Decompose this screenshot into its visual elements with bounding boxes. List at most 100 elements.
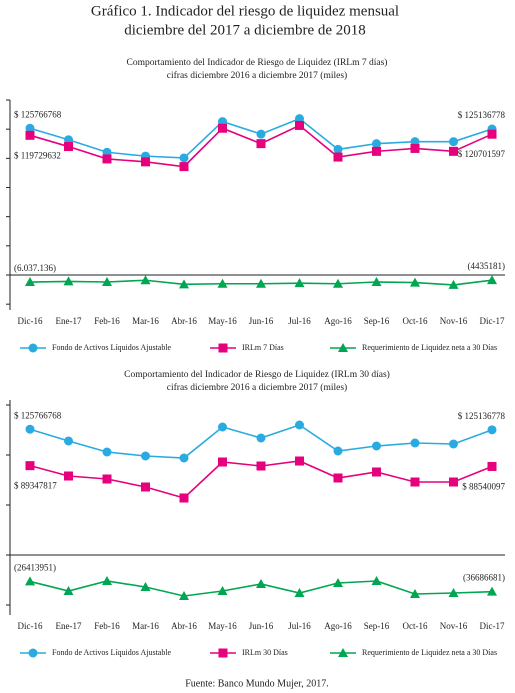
marker (217, 278, 228, 288)
marker (25, 424, 35, 434)
marker (333, 578, 343, 587)
marker (371, 576, 382, 585)
marker (141, 482, 150, 492)
marker (333, 152, 343, 162)
marker (64, 135, 73, 145)
x-tick-label: Feb-16 (94, 316, 120, 326)
value-label: $ 125766768 (14, 109, 62, 119)
legend-marker (28, 343, 38, 353)
x-tick-label: Dic-17 (480, 316, 505, 326)
legend-label: Fondo de Activos Líquidos Ajustable (52, 343, 172, 352)
x-tick-label: Nov-16 (440, 316, 468, 326)
marker (487, 461, 497, 471)
legend-label: Requerimiento de Liquidez neta a 30 Días (362, 648, 497, 657)
value-label: $ 88540097 (462, 482, 505, 492)
x-tick-label: Ene-17 (56, 316, 82, 326)
marker (25, 123, 35, 133)
marker (25, 277, 35, 287)
value-label: (6.037.136) (14, 263, 56, 273)
x-tick-label: Dic-16 (18, 316, 43, 326)
marker (256, 461, 266, 471)
marker (25, 130, 35, 140)
main-title: Gráfico 1. Indicador del riesgo de liqui… (91, 3, 399, 19)
marker (294, 588, 305, 597)
marker (102, 154, 112, 164)
marker (179, 162, 189, 172)
marker (372, 467, 381, 477)
marker (410, 589, 420, 598)
x-tick-label: Abr-16 (171, 316, 197, 326)
marker (140, 582, 151, 591)
legend-label: IRLm 30 Días (242, 648, 288, 657)
marker (295, 420, 304, 430)
marker (410, 277, 420, 287)
chart-title: Comportamiento del Indicador de Riesgo d… (127, 57, 388, 68)
marker (410, 143, 420, 153)
legend-marker (28, 648, 38, 658)
value-label: (4435181) (468, 261, 506, 271)
marker (487, 275, 497, 285)
x-tick-label: Sep-16 (364, 316, 390, 326)
legend-label: Requerimiento de Liquidez neta a 30 Días (362, 343, 497, 352)
x-tick-label: May-16 (208, 621, 237, 631)
x-tick-label: Oct-16 (403, 316, 428, 326)
value-label: $ 125136778 (458, 411, 506, 421)
marker (256, 139, 266, 149)
value-label: $ 120701597 (458, 149, 506, 159)
marker (256, 579, 266, 588)
marker (449, 146, 458, 156)
marker (64, 471, 73, 481)
x-tick-label: Jun-16 (249, 316, 274, 326)
marker (371, 277, 382, 286)
marker (25, 576, 35, 586)
marker (102, 576, 112, 585)
marker (295, 456, 304, 466)
marker (217, 586, 228, 595)
x-tick-label: Sep-16 (364, 621, 390, 631)
marker (218, 123, 227, 133)
marker (410, 137, 420, 147)
x-tick-label: Mar-16 (132, 316, 159, 326)
marker (333, 446, 343, 456)
value-label: $ 125136778 (458, 110, 506, 120)
marker (372, 139, 381, 149)
marker (63, 586, 74, 595)
chart-title: Comportamiento del Indicador de Riesgo d… (124, 369, 390, 380)
marker (179, 453, 189, 463)
x-tick-label: Oct-16 (403, 621, 428, 631)
marker (102, 277, 112, 286)
marker (179, 591, 189, 600)
marker (448, 279, 459, 289)
marker (449, 477, 458, 487)
marker (333, 144, 343, 154)
marker (218, 422, 227, 432)
marker (179, 153, 189, 163)
marker (487, 586, 497, 596)
marker (64, 142, 73, 152)
main-title: diciembre del 2017 a diciembre de 2018 (124, 22, 366, 38)
marker (410, 438, 420, 448)
marker (64, 436, 73, 446)
marker (295, 114, 304, 124)
x-tick-label: Jul-16 (288, 621, 311, 631)
marker (487, 425, 497, 435)
x-tick-label: Mar-16 (132, 621, 159, 631)
marker (102, 447, 112, 457)
x-tick-label: Feb-16 (94, 621, 120, 631)
marker (372, 146, 381, 156)
marker (333, 278, 343, 288)
value-label: (26413951) (14, 562, 56, 572)
marker (449, 439, 458, 449)
marker (140, 275, 151, 285)
x-tick-label: Jul-16 (288, 316, 311, 326)
x-tick-label: Ago-16 (324, 621, 352, 631)
marker (410, 477, 420, 487)
x-tick-label: Abr-16 (171, 621, 197, 631)
x-tick-label: Nov-16 (440, 621, 468, 631)
marker (218, 457, 227, 467)
marker (256, 278, 266, 288)
legend-marker (338, 648, 348, 657)
source: Fuente: Banco Mundo Mujer, 2017. (185, 678, 328, 689)
x-tick-label: Dic-17 (480, 621, 505, 631)
marker (487, 129, 497, 139)
